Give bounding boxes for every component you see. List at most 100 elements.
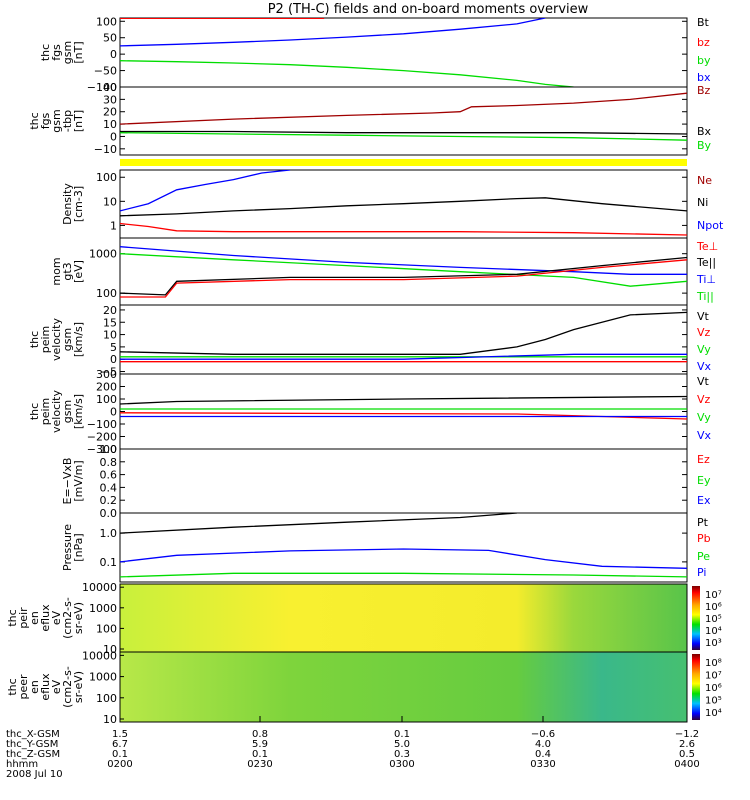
x-row-value: 0.8 (252, 729, 268, 740)
series-p6-2 (120, 412, 687, 420)
colorbar-tick-label: 10³ (705, 638, 722, 649)
y-axis-label: fgs (39, 112, 52, 129)
x-row-value: −1.2 (675, 729, 699, 740)
colorbar-tick-label: 10⁵ (705, 696, 722, 707)
y-axis-label: peer (17, 674, 30, 700)
legend-entry: Npot (697, 219, 724, 232)
series-p6-0 (120, 395, 687, 405)
y-tick-label: 0.4 (100, 481, 118, 494)
y-axis-label: thc (28, 112, 41, 129)
series-p4-0 (120, 246, 687, 275)
y-axis-label: sr-eV) (72, 602, 85, 634)
series-p1-3 (120, 60, 574, 87)
y-tick-label: 10000 (82, 581, 117, 594)
series-p2-2 (120, 130, 687, 135)
y-axis-label: velocity (50, 318, 63, 361)
y-axis-label: E=−VxB (61, 458, 74, 505)
y-tick-label: 1 (110, 219, 117, 232)
y-tick-label: 20 (103, 106, 117, 119)
legend-entry: bz (697, 36, 710, 49)
y-tick-label: 100 (96, 622, 117, 635)
y-tick-label: 100 (96, 692, 117, 705)
frame-p8 (119, 512, 688, 583)
x-row-value: 0300 (389, 759, 414, 770)
y-tick-label: −100 (87, 418, 117, 431)
colorbar-tick-label: 10⁷ (705, 671, 722, 682)
y-axis-label: sr-eV) (72, 671, 85, 703)
y-tick-label: −50 (94, 65, 117, 78)
legend-entry: Vx (697, 360, 712, 373)
y-axis-label: gsm (61, 41, 74, 64)
legend-entry: Vt (697, 310, 710, 323)
y-axis-label: peim (39, 398, 52, 426)
legend-entry: Bz (697, 84, 711, 97)
x-row-value: 0330 (530, 759, 555, 770)
y-tick-label: 30 (103, 93, 117, 106)
legend-entry: Vy (697, 411, 711, 424)
legend-entry: Pi (697, 566, 706, 579)
y-tick-label: 100 (96, 393, 117, 406)
y-tick-label: 0.1 (100, 556, 118, 569)
x-row-label: thc_Z-GSM (6, 749, 60, 760)
x-row-value: 1.5 (112, 729, 128, 740)
y-tick-label: 1.0 (100, 527, 118, 540)
x-row-value: 6.7 (112, 739, 128, 750)
series-p3-0 (120, 170, 291, 212)
y-tick-label: 40 (103, 81, 117, 94)
y-axis-label: velocity (50, 390, 63, 433)
y-tick-label: −5 (101, 366, 117, 379)
y-axis-label: peir (17, 607, 30, 629)
frame-p10 (119, 651, 688, 723)
y-axis-label: [km/s] (72, 322, 85, 357)
y-tick-label: 100 (96, 287, 117, 300)
x-row-label: thc_Y-GSM (6, 739, 58, 750)
legend-entry: Vz (697, 326, 711, 339)
legend-entry: Vx (697, 429, 712, 442)
series-p5-0 (120, 311, 687, 355)
colorbar-tick-label: 10⁷ (705, 590, 722, 601)
y-tick-label: 5 (110, 341, 117, 354)
y-axis-label: -tbp (61, 110, 74, 132)
y-tick-label: 0 (110, 353, 117, 366)
x-row-value: −0.6 (531, 729, 555, 740)
legend-entry: Bt (697, 16, 710, 29)
x-row-value: 5.0 (394, 739, 410, 750)
series-p2-0 (120, 92, 687, 125)
y-tick-label: 1000 (89, 602, 117, 615)
legend-entry: Vz (697, 393, 711, 406)
x-row-value: 5.9 (252, 739, 268, 750)
legend-entry: Ne (697, 174, 712, 187)
y-tick-label: 0.6 (100, 469, 118, 482)
legend-entry: Ex (697, 494, 711, 507)
y-axis-label: (cm2-s- (61, 666, 74, 708)
y-tick-label: 0.8 (100, 456, 118, 469)
legend-entry: by (697, 54, 711, 67)
legend-entry: bx (697, 71, 711, 84)
panel-p3: 100 10 1 Ne Ni Npot Density[cm-3] (61, 169, 724, 239)
y-tick-label: 10 (103, 643, 117, 656)
y-tick-label: 300 (96, 368, 117, 381)
x-row-value: 0200 (107, 759, 132, 770)
y-axis-label: gsm (61, 328, 74, 351)
y-tick-label: 0.2 (100, 494, 118, 507)
y-axis-label: eflux (39, 673, 52, 701)
y-tick-label: 1.0 (100, 443, 118, 456)
y-tick-label: 100 (96, 171, 117, 184)
legend-entry: Ti⊥ (696, 273, 716, 286)
y-tick-label: 0 (110, 406, 117, 419)
y-axis-label: [nT] (72, 41, 85, 63)
y-axis-label: Density (61, 183, 74, 225)
y-axis-label: thc (6, 678, 19, 695)
x-row-value: 0.5 (679, 749, 695, 760)
series-p2-1 (120, 132, 687, 141)
date-label: 2008 Jul 10 (6, 769, 63, 780)
colorbar-tick-label: 10⁶ (705, 683, 722, 694)
x-row-value: 0.1 (394, 729, 410, 740)
series-p4-3 (120, 259, 687, 298)
y-tick-label: 1000 (89, 671, 117, 684)
frame-p4 (119, 237, 688, 306)
legend-entry: Bx (697, 125, 712, 138)
y-tick-label: 10 (103, 195, 117, 208)
